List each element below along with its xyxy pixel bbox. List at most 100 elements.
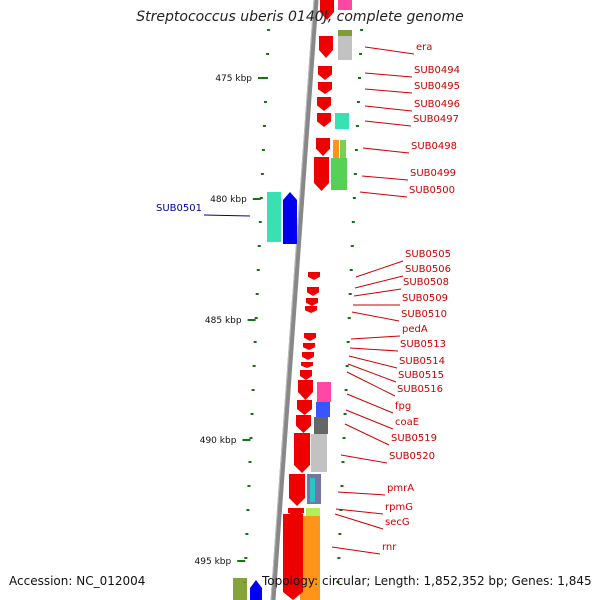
gene-arrow — [316, 138, 330, 156]
label-leader-line — [353, 288, 402, 297]
genome-backbone-highlight — [270, 0, 315, 600]
gene-label-sub0510: SUB0510 — [401, 309, 447, 320]
label-leader-line — [364, 105, 413, 112]
gene-arrow — [297, 400, 312, 415]
gene-label-sub0496: SUB0496 — [414, 99, 460, 110]
label-leader-line — [331, 546, 381, 555]
gene-arrow — [250, 580, 262, 600]
label-leader-line — [346, 371, 396, 397]
gene-label-sub0506: SUB0506 — [405, 264, 451, 275]
gene-label-fpg: fpg — [395, 401, 411, 412]
gene-label-sub0499: SUB0499 — [410, 168, 456, 179]
tick-label: 495 kbp — [195, 557, 232, 567]
gene-labels: era SUB0494 SUB0495 SUB0496 SUB0497 SUB0498 SU… — [156, 42, 460, 555]
tick-label: 485 kbp — [205, 316, 242, 326]
label-leader-line — [340, 454, 388, 464]
label-leader-line — [345, 409, 394, 430]
label-leader-line — [347, 363, 397, 383]
gene-arrow — [283, 514, 303, 600]
gene-arrow — [294, 433, 310, 473]
label-leader-line — [351, 311, 400, 322]
label-leader-line — [337, 491, 386, 496]
gene-arrow — [320, 0, 334, 20]
gene-arrow — [301, 362, 313, 368]
gene-arrow — [306, 298, 318, 306]
cog-box — [267, 192, 281, 242]
label-leader-line — [349, 347, 399, 352]
label-leader-line — [346, 393, 394, 414]
cog-box — [311, 434, 327, 472]
gene-label-sub0509: SUB0509 — [402, 293, 448, 304]
gene-arrow — [305, 306, 317, 313]
cog-box — [338, 0, 352, 10]
label-leader-line — [364, 120, 412, 127]
cog-box — [338, 30, 352, 36]
genome-backbone — [270, 0, 319, 600]
gene-label-sub0498: SUB0498 — [411, 141, 457, 152]
gene-arrow — [296, 415, 311, 433]
cog-box — [314, 417, 328, 434]
gene-label-sub0505: SUB0505 — [405, 249, 451, 260]
label-leader-line — [355, 260, 404, 278]
gene-arrow — [317, 113, 331, 127]
gene-arrow — [303, 343, 315, 350]
label-leader-line — [344, 423, 390, 446]
label-leader-line — [334, 513, 384, 530]
gene-label-sub0494: SUB0494 — [414, 65, 460, 76]
label-leader-line — [335, 508, 384, 515]
gene-label-era: era — [416, 42, 432, 53]
cog-box — [338, 30, 352, 60]
cog-box — [300, 516, 320, 600]
label-leader-line — [364, 72, 413, 78]
gene-label-sub0500: SUB0500 — [409, 185, 455, 196]
gene-arrow — [318, 66, 332, 80]
gene-label-sub0520: SUB0520 — [389, 451, 435, 462]
gene-arrow — [304, 333, 316, 341]
tick-label: 475 kbp — [215, 74, 252, 84]
label-leader-line — [362, 147, 410, 154]
gene-label-secg: secG — [385, 517, 410, 528]
gene-label-sub0501: SUB0501 — [156, 203, 202, 214]
gene-arrow — [307, 287, 319, 296]
gene-arrow — [318, 82, 332, 94]
tick-label: 490 kbp — [200, 436, 237, 446]
gene-label-sub0513: SUB0513 — [400, 339, 446, 350]
gene-arrow — [289, 474, 305, 506]
gene-label-sub0515: SUB0515 — [398, 370, 444, 381]
gene-label-sub0516: SUB0516 — [397, 384, 443, 395]
cog-box — [333, 140, 339, 158]
map-title: Streptococcus uberis 0140J, complete gen… — [136, 9, 464, 25]
gene-label-coae: coaE — [395, 417, 419, 428]
gene-label-sub0514: SUB0514 — [399, 356, 445, 367]
gene-label-rpmg: rpmG — [385, 502, 413, 513]
label-leader-line — [354, 275, 404, 289]
cog-box — [233, 578, 247, 600]
gene-label-rnr: rnr — [382, 542, 397, 553]
gene-arrow — [319, 36, 333, 58]
gene-label-sub0497: SUB0497 — [413, 114, 459, 125]
gene-arrow — [298, 380, 313, 400]
gene-arrow — [302, 352, 314, 360]
label-leader-line — [364, 46, 415, 55]
gene-label-sub0519: SUB0519 — [391, 433, 437, 444]
scale-ticks: 475 kbp 480 kbp 485 kbp 490 kbp 495 kbp — [195, 29, 364, 583]
label-leader-line — [359, 191, 408, 198]
label-leader-line — [350, 335, 401, 340]
gene-arrow — [314, 157, 329, 191]
label-leader-line — [364, 88, 413, 94]
gene-arrow — [308, 272, 320, 280]
label-leader-line — [203, 214, 251, 217]
cog-box — [335, 113, 349, 129]
gene-label-pmra: pmrA — [387, 483, 414, 494]
cog-box — [331, 158, 347, 190]
gene-features — [250, 0, 334, 600]
cog-box — [316, 402, 330, 417]
gene-label-sub0508: SUB0508 — [403, 277, 449, 288]
accession-text: Accession: NC_012004 — [9, 574, 146, 588]
gene-arrow — [317, 97, 331, 111]
gene-label-sub0495: SUB0495 — [414, 81, 460, 92]
gene-arrow — [300, 370, 312, 380]
cog-box — [306, 508, 320, 516]
gene-label-peda: pedA — [402, 324, 428, 335]
